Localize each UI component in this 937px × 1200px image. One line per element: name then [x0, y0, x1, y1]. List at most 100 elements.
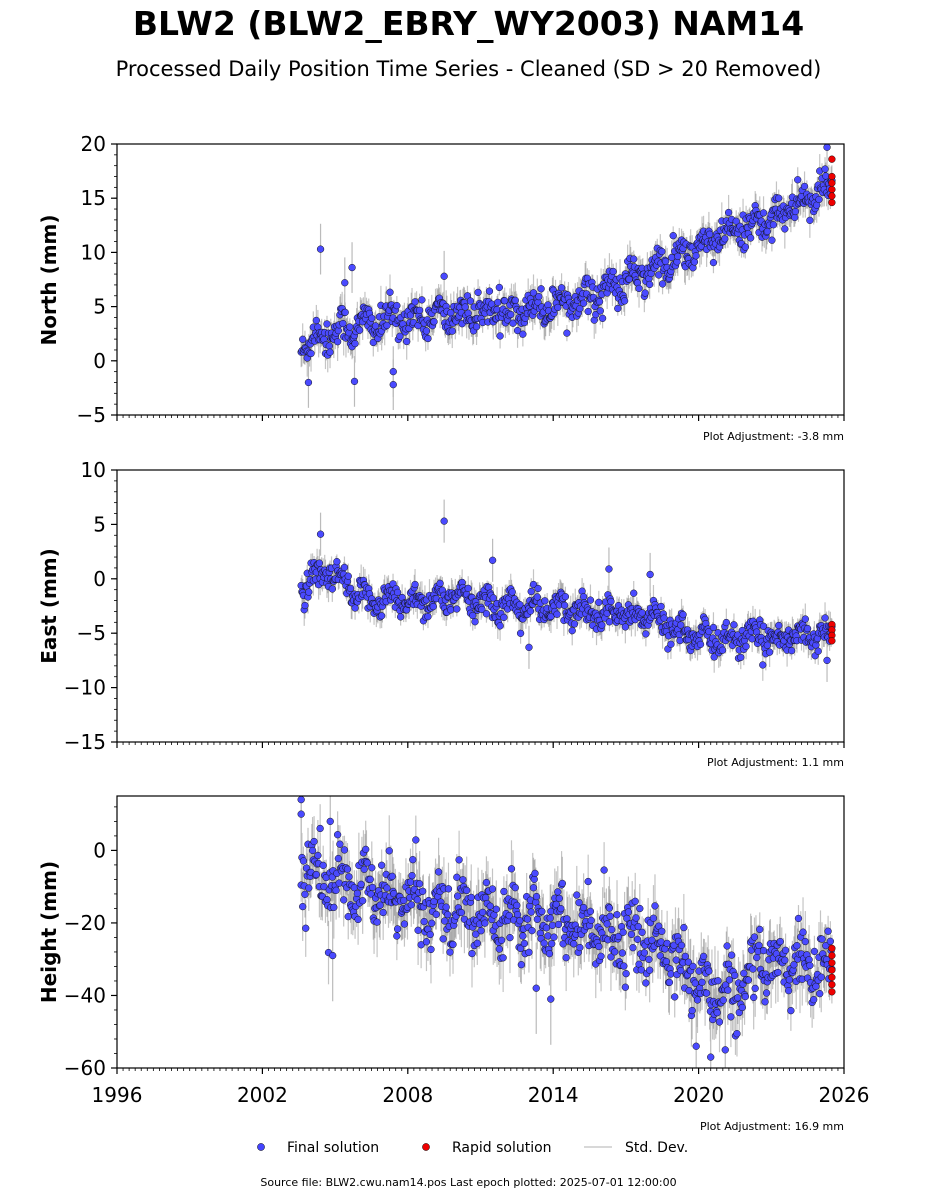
- final-solution-point: [389, 380, 397, 389]
- final-solution-point: [563, 915, 571, 923]
- final-solution-point: [667, 970, 675, 978]
- final-solution-point: [406, 878, 415, 886]
- final-solution-point: [506, 933, 514, 942]
- final-solution-point: [645, 955, 653, 964]
- final-solution-point: [605, 618, 614, 626]
- final-solution-point: [794, 176, 802, 184]
- final-solution-point: [366, 875, 374, 884]
- final-solution-point: [428, 919, 436, 927]
- final-solution-point: [520, 939, 529, 948]
- final-solution-point: [629, 944, 637, 952]
- final-solution-point: [641, 289, 649, 297]
- final-solution-point: [679, 610, 687, 619]
- final-solution-point: [753, 953, 761, 962]
- final-solution-point: [348, 263, 356, 272]
- final-solution-point: [415, 880, 424, 888]
- final-solution-point: [307, 349, 315, 358]
- final-solution-point: [468, 949, 476, 958]
- final-solution-point: [403, 337, 411, 346]
- legend-label: Rapid solution: [452, 1140, 552, 1156]
- final-solution-point: [369, 338, 377, 347]
- final-solution-point: [646, 280, 654, 289]
- x-tick-label: 2002: [237, 1083, 288, 1107]
- final-solution-point: [640, 949, 649, 957]
- final-solution-point: [761, 998, 769, 1006]
- final-solution-point: [614, 304, 622, 313]
- final-solution-point: [325, 342, 333, 350]
- final-solution-point: [619, 928, 627, 936]
- final-solution-point: [709, 623, 718, 632]
- final-solution-point: [494, 298, 502, 307]
- y-tick-label: −10: [64, 676, 106, 700]
- final-solution-point: [344, 912, 352, 921]
- final-solution-point: [554, 920, 563, 929]
- final-solution-point: [302, 924, 310, 932]
- final-solution-point: [794, 914, 803, 923]
- final-solution-point: [345, 873, 353, 881]
- final-solution-point: [608, 925, 616, 934]
- final-solution-point: [570, 620, 579, 628]
- final-solution-point: [488, 556, 497, 564]
- final-solution-point: [699, 952, 708, 961]
- final-solution-point: [526, 607, 535, 615]
- final-solution-point: [351, 604, 359, 612]
- final-solution-point: [762, 989, 771, 997]
- final-solution-point: [529, 884, 538, 892]
- final-solution-point: [603, 920, 611, 928]
- final-solution-point: [576, 943, 584, 952]
- final-solution-point: [791, 213, 799, 222]
- x-tick-label: 2026: [819, 1083, 870, 1107]
- final-solution-point: [563, 329, 571, 337]
- rapid-solution-point: [828, 980, 836, 989]
- final-solution-point: [649, 914, 658, 922]
- final-solution-point: [648, 936, 656, 944]
- final-solution-point: [517, 961, 526, 969]
- final-solution-point: [642, 979, 650, 987]
- rapid-solution-point: [828, 155, 836, 163]
- final-solution-point: [513, 326, 522, 335]
- final-solution-point: [721, 235, 729, 243]
- final-solution-point: [742, 642, 750, 651]
- final-solution-point: [301, 890, 309, 898]
- final-solution-point: [373, 918, 381, 926]
- final-solution-point: [775, 621, 783, 630]
- final-solution-point: [620, 297, 629, 305]
- final-solution-point: [531, 869, 539, 877]
- final-solution-point: [316, 824, 324, 833]
- final-solution-point: [353, 889, 362, 898]
- final-solution-point: [457, 908, 466, 917]
- final-solution-point: [323, 896, 331, 904]
- final-solution-point: [803, 624, 812, 633]
- final-solution-point: [534, 584, 542, 593]
- final-solution-point: [516, 917, 524, 925]
- final-solution-point: [533, 593, 541, 601]
- final-solution-point: [723, 942, 731, 950]
- final-solution-point: [482, 878, 491, 887]
- y-tick-label: −60: [64, 1056, 106, 1080]
- final-solution-point: [709, 258, 718, 267]
- final-solution-point: [328, 585, 336, 593]
- final-solution-point: [383, 321, 391, 329]
- final-solution-point: [393, 301, 401, 310]
- chart-panel-2: −15 −10 −5 0 5 10 East (mm) Plot Adjustment: 1.…: [37, 458, 845, 769]
- final-solution-point: [677, 621, 685, 629]
- final-solution-point: [340, 563, 349, 572]
- final-solution-point: [482, 610, 491, 618]
- final-solution-point: [637, 966, 645, 974]
- final-solution-point: [527, 587, 535, 596]
- final-solution-point: [360, 865, 368, 873]
- final-solution-point: [516, 629, 525, 637]
- legend-item-2: Rapid solution: [422, 1140, 552, 1156]
- final-solution-point: [400, 920, 409, 928]
- final-solution-point: [573, 891, 581, 899]
- final-solution-point: [698, 978, 706, 986]
- final-solution-point: [769, 221, 778, 229]
- final-solution-point: [806, 216, 814, 224]
- final-solution-point: [478, 605, 486, 614]
- final-solution-point: [625, 275, 633, 283]
- final-solution-point: [607, 953, 615, 961]
- final-solution-point: [705, 967, 713, 975]
- final-solution-point: [692, 252, 700, 260]
- final-solution-point: [741, 243, 749, 251]
- final-solution-point: [715, 1018, 724, 1026]
